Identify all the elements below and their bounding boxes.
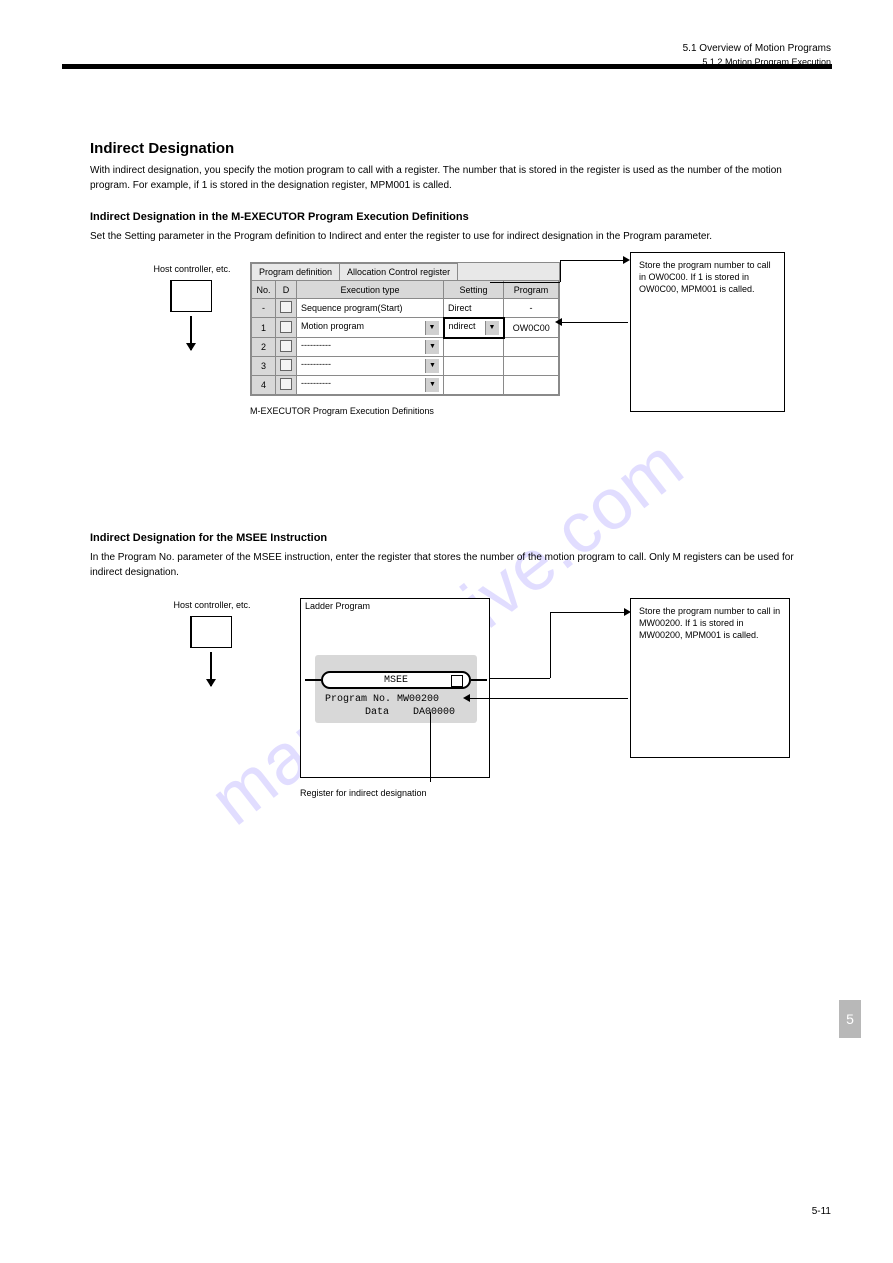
header-line-1: 5.1 Overview of Motion Programs [683,42,831,55]
col-d: D [276,281,297,299]
page-tab: 5 [839,1000,861,1038]
col-exec: Execution type [297,281,444,299]
leader-line [560,260,561,282]
table-row: 1 Motion program▼ ndirect▼ OW0C00 [252,318,559,338]
tab-program-definition[interactable]: Program definition [251,263,340,280]
table-row: 2 ----------▼ [252,338,559,357]
msee-instruction: MSEE [321,671,471,689]
msee-block: MSEE Program No. MW00200 Data DA00000 [315,655,477,723]
figure-caption: M-EXECUTOR Program Execution Definitions [250,406,434,416]
chevron-down-icon[interactable]: ▼ [485,321,499,335]
section-title: Indirect Designation [90,140,810,157]
table-row: 4 ----------▼ [252,376,559,395]
checkbox[interactable] [280,378,292,390]
arrowhead-icon [463,694,470,702]
checkbox[interactable] [280,359,292,371]
host-label: Host controller, etc. [152,264,232,274]
instruction-icon [451,675,463,687]
checkbox[interactable] [280,321,292,333]
host-label: Host controller, etc. [172,600,252,610]
chevron-down-icon[interactable]: ▼ [425,378,439,392]
note-box: Store the program number to call in MW00… [630,598,790,758]
note-box: Store the program number to call in OW0C… [630,252,785,412]
section-intro: With indirect designation, you specify t… [90,163,810,193]
arrowhead-icon [623,256,630,264]
chevron-down-icon[interactable]: ▼ [425,359,439,373]
table-row: - Sequence program(Start) Direct - [252,299,559,318]
col-no: No. [252,281,276,299]
leader-caption: Register for indirect designation [300,788,560,798]
page-header: 5.1 Overview of Motion Programs 5.1.2 Mo… [683,42,831,69]
sub1-title: Indirect Designation in the M-EXECUTOR P… [90,211,810,223]
arrowhead-icon [555,318,562,326]
leader-line [490,678,550,679]
msee-params: Program No. MW00200 Data DA00000 [325,693,455,719]
ladder-title: Ladder Program [301,599,489,613]
leader-line [550,612,551,678]
leader-line [550,612,626,613]
tab-allocation-control[interactable]: Allocation Control register [339,263,458,280]
chevron-down-icon[interactable]: ▼ [425,321,439,335]
figure-m-executor: Host controller, etc. Program definition… [90,262,810,502]
figure-msee: Host controller, etc. Ladder Program MSE… [90,598,810,838]
sub1-text: Set the Setting parameter in the Program… [90,229,810,244]
ladder-panel: Ladder Program MSEE Program No. MW00200 … [300,598,490,778]
rail [305,679,321,681]
col-setting: Setting [444,281,504,299]
table-row: 3 ----------▼ [252,357,559,376]
sub2-text: In the Program No. parameter of the MSEE… [90,550,810,580]
leader-line [490,282,560,283]
host-box [170,280,212,312]
arrowhead-icon [624,608,631,616]
page-number: 5-11 [812,1206,831,1217]
rail [471,679,487,681]
program-table: No. D Execution type Setting Program - S… [251,280,559,395]
leader-line [562,322,628,323]
header-line-2: 5.1.2 Motion Program Execution [683,57,831,69]
arrow-down-icon [190,316,192,350]
leader-line [560,260,625,261]
chevron-down-icon[interactable]: ▼ [425,340,439,354]
leader-line [430,712,431,782]
checkbox[interactable] [280,301,292,313]
arrow-down-icon [210,652,212,686]
leader-line [470,698,628,699]
col-program: Program [504,281,559,299]
host-box [190,616,232,648]
checkbox[interactable] [280,340,292,352]
sub2-title: Indirect Designation for the MSEE Instru… [90,532,810,544]
